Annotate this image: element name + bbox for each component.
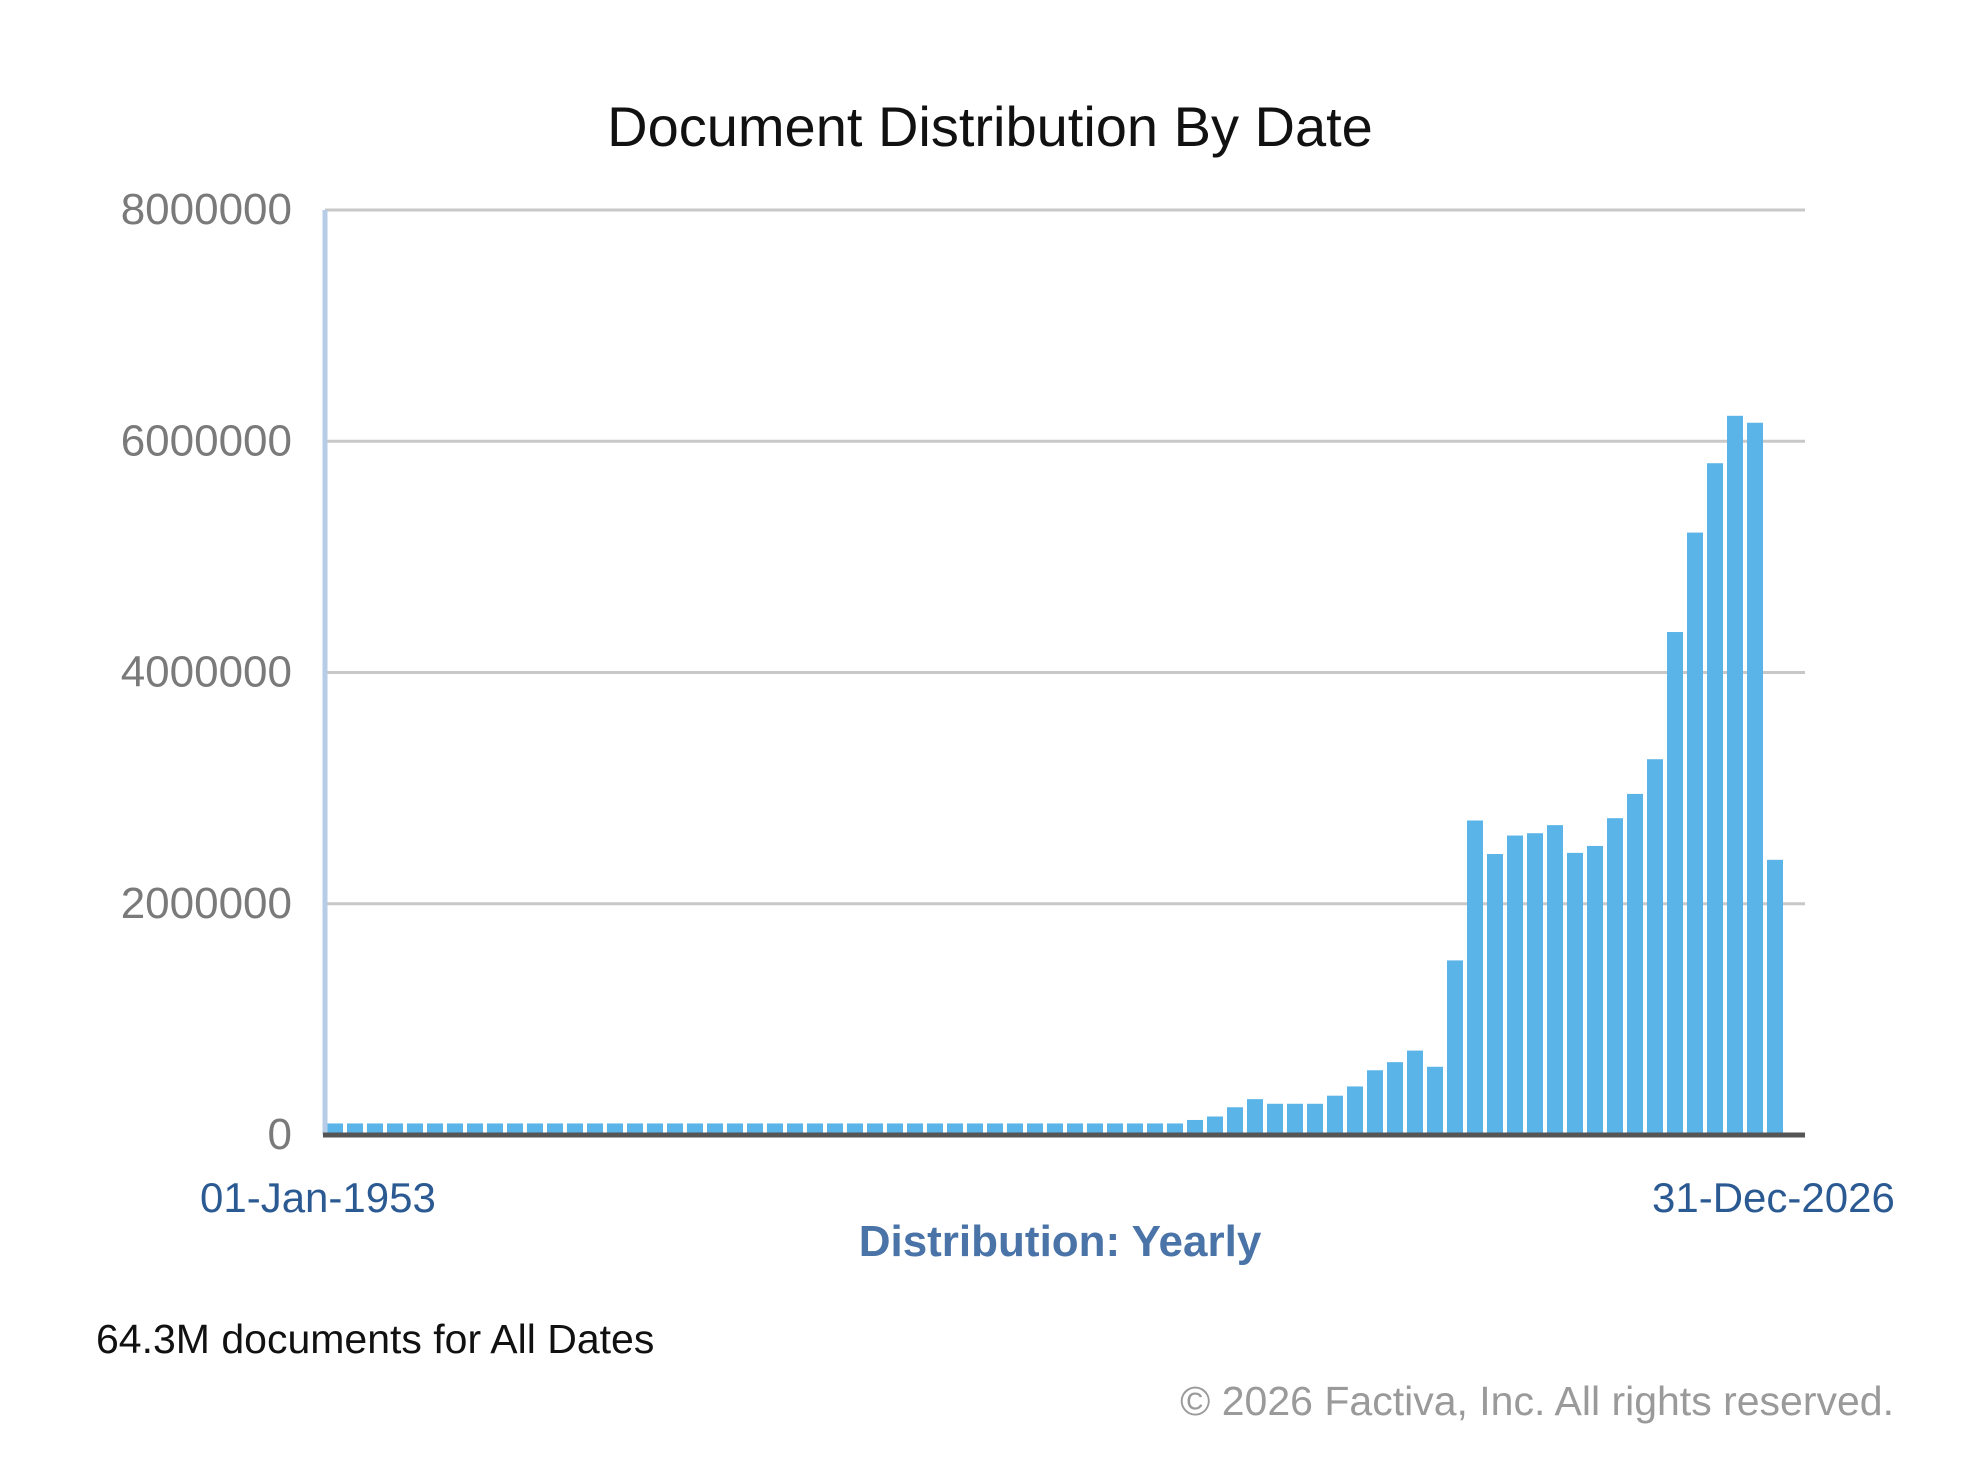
bar-1988: [1027, 1123, 1043, 1135]
bar-1978: [827, 1123, 843, 1135]
bar-1973: [727, 1123, 743, 1135]
document-distribution-chart: Document Distribution By Date 8000000 600…: [121, 95, 1895, 1266]
bar-1987: [1007, 1123, 1023, 1135]
x-axis-title: Distribution: Yearly: [859, 1217, 1262, 1266]
bar-1967: [607, 1123, 623, 1135]
bar-2018: [1627, 793, 1643, 1135]
bar-1954: [347, 1123, 363, 1135]
y-tick-label: 2000000: [121, 879, 292, 928]
bar-2014: [1547, 825, 1563, 1136]
bar-2000: [1267, 1103, 1283, 1135]
bar-1991: [1087, 1123, 1103, 1135]
bar-1993: [1127, 1123, 1143, 1135]
bar-1980: [867, 1123, 883, 1135]
bar-1995: [1167, 1123, 1183, 1135]
bar-1958: [427, 1123, 443, 1135]
bar-2019: [1647, 759, 1663, 1135]
bar-2021: [1687, 532, 1703, 1135]
bar-1957: [407, 1123, 423, 1135]
bar-1994: [1147, 1123, 1163, 1135]
bar-1976: [787, 1123, 803, 1135]
bar-2017: [1607, 818, 1623, 1135]
bar-1984: [947, 1123, 963, 1135]
y-tick-label: 4000000: [121, 648, 292, 697]
bar-1956: [387, 1123, 403, 1135]
bar-1996: [1187, 1119, 1203, 1135]
bar-2024: [1747, 422, 1763, 1135]
bar-1970: [667, 1123, 683, 1135]
bar-2009: [1447, 960, 1463, 1135]
bar-1983: [927, 1123, 943, 1135]
bar-2020: [1667, 632, 1683, 1135]
bar-2001: [1287, 1103, 1303, 1135]
bar-2015: [1567, 852, 1583, 1136]
bar-2006: [1387, 1062, 1403, 1135]
bar-1964: [547, 1123, 563, 1135]
bar-1982: [907, 1123, 923, 1135]
bar-1997: [1207, 1116, 1223, 1135]
bar-2004: [1347, 1086, 1363, 1135]
bar-2016: [1587, 845, 1603, 1135]
bar-1990: [1067, 1123, 1083, 1135]
bar-1974: [747, 1123, 763, 1135]
bar-2008: [1427, 1066, 1443, 1135]
bar-1975: [767, 1123, 783, 1135]
y-tick-label: 0: [268, 1110, 292, 1159]
bar-2007: [1407, 1050, 1423, 1135]
axes: [322, 210, 1805, 1138]
bar-1979: [847, 1123, 863, 1135]
chart-title: Document Distribution By Date: [607, 95, 1373, 158]
bar-1971: [687, 1123, 703, 1135]
bar-1969: [647, 1123, 663, 1135]
bar-1977: [807, 1123, 823, 1135]
bar-1992: [1107, 1123, 1123, 1135]
bar-2023: [1727, 415, 1743, 1135]
bar-2013: [1527, 833, 1543, 1135]
bar-1962: [507, 1123, 523, 1135]
bar-2010: [1467, 820, 1483, 1135]
bar-1960: [467, 1123, 483, 1135]
bar-1953: [327, 1123, 343, 1135]
bar-2012: [1507, 835, 1523, 1135]
bar-1998: [1227, 1107, 1243, 1135]
bar-1999: [1247, 1099, 1263, 1135]
document-count-text: 64.3M documents for All Dates: [96, 1316, 655, 1362]
y-axis-ticks: 8000000 6000000 4000000 2000000 0: [121, 185, 292, 1159]
y-tick-label: 8000000: [121, 185, 292, 234]
bar-2005: [1367, 1070, 1383, 1135]
bar-1965: [567, 1123, 583, 1135]
bar-2025: [1767, 859, 1783, 1135]
bar-1959: [447, 1123, 463, 1135]
bar-2011: [1487, 854, 1503, 1135]
bar-1966: [587, 1123, 603, 1135]
gridlines: [325, 208, 1805, 906]
bar-1989: [1047, 1123, 1063, 1135]
bar-2022: [1707, 463, 1723, 1136]
bar-1985: [967, 1123, 983, 1135]
bars: [327, 415, 1783, 1136]
y-tick-label: 6000000: [121, 416, 292, 465]
bar-2002: [1307, 1103, 1323, 1135]
x-axis-start-label: 01-Jan-1953: [200, 1174, 436, 1221]
bar-2003: [1327, 1095, 1343, 1135]
bar-1986: [987, 1123, 1003, 1135]
bar-1968: [627, 1123, 643, 1135]
x-axis-end-label: 31-Dec-2026: [1652, 1174, 1895, 1221]
copyright-text: © 2026 Factiva, Inc. All rights reserved…: [1180, 1378, 1894, 1424]
bar-1955: [367, 1123, 383, 1135]
bar-1981: [887, 1123, 903, 1135]
bar-1972: [707, 1123, 723, 1135]
bar-1963: [527, 1123, 543, 1135]
bar-1961: [487, 1123, 503, 1135]
